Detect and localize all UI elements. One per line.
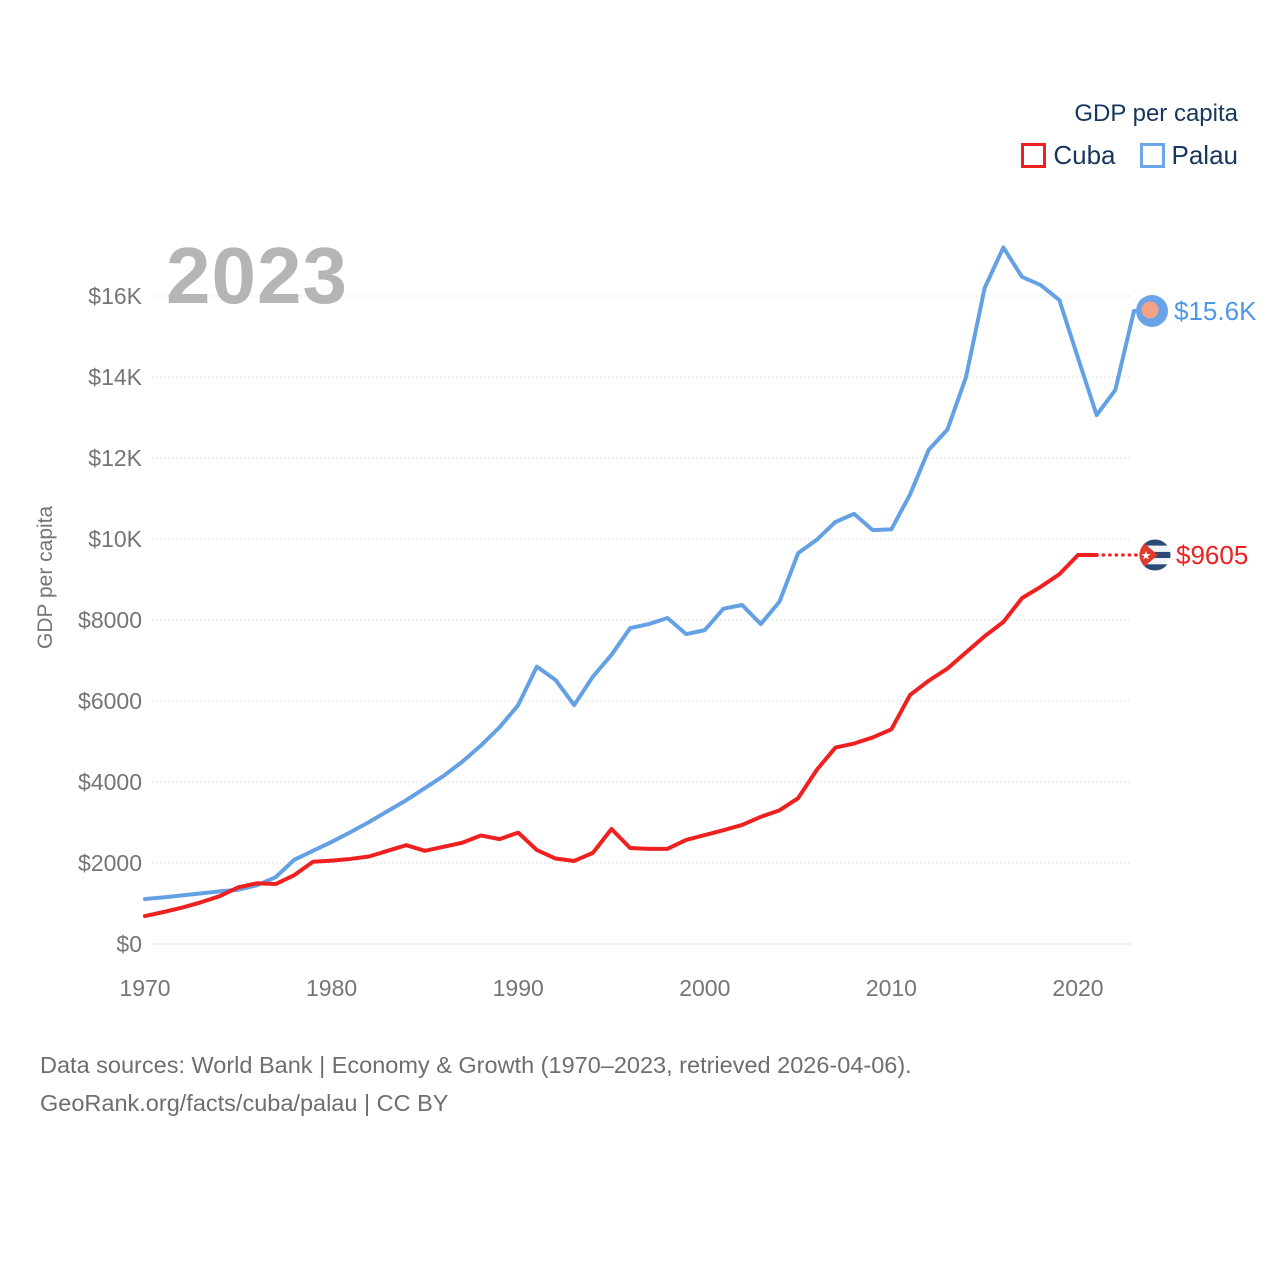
- legend-item-cuba[interactable]: Cuba: [1021, 140, 1116, 171]
- y-tick-label: $6000: [78, 688, 142, 714]
- y-tick-label: $2000: [78, 850, 142, 876]
- legend-row: Cuba Palau: [997, 140, 1238, 171]
- legend-title: GDP per capita: [1074, 100, 1238, 127]
- legend-label-cuba: Cuba: [1053, 140, 1116, 170]
- palau-line: [143, 245, 1143, 902]
- cuba-flag-star: ★: [1141, 548, 1152, 562]
- x-tick-label: 1980: [306, 975, 357, 1001]
- footer: Data sources: World Bank | Economy & Gro…: [40, 1046, 912, 1122]
- y-tick-label: $12K: [88, 445, 142, 471]
- y-tick-label: $14K: [88, 364, 142, 390]
- legend-item-palau[interactable]: Palau: [1139, 140, 1239, 171]
- cuba-line: [143, 552, 1099, 919]
- palau-swatch-icon: [1139, 143, 1165, 168]
- y-tick-label: $4000: [78, 769, 142, 795]
- palau-end-label: $15.6K: [1174, 296, 1257, 326]
- y-tick-label: $8000: [78, 607, 142, 633]
- cuba-end-label: $9605: [1176, 540, 1248, 570]
- palau-flag-disc: [1141, 301, 1159, 319]
- x-tick-label: 2020: [1052, 975, 1103, 1001]
- footer-sources: Data sources: World Bank | Economy & Gro…: [40, 1052, 912, 1078]
- x-tick-label: 2010: [866, 975, 917, 1001]
- x-tick-label: 1990: [493, 975, 544, 1001]
- cuba-swatch-icon: [1021, 143, 1047, 168]
- x-tick-label: 1970: [119, 975, 170, 1001]
- footer-attribution: GeoRank.org/facts/cuba/palau | CC BY: [40, 1090, 449, 1116]
- y-tick-label: $0: [116, 931, 142, 957]
- legend: GDP per capita Cuba Palau: [997, 100, 1238, 171]
- year-watermark: 2023: [166, 231, 348, 320]
- y-tick-label: $16K: [88, 283, 142, 309]
- legend-label-palau: Palau: [1171, 140, 1239, 170]
- y-tick-label: $10K: [88, 526, 142, 552]
- x-tick-label: 2000: [679, 975, 730, 1001]
- cuba-flag-icon: ★: [1139, 539, 1171, 571]
- gdp-per-capita-chart: $0 $2000 $4000 $6000 $8000 $10K $12K $14K $16K 19…: [78, 245, 1257, 1001]
